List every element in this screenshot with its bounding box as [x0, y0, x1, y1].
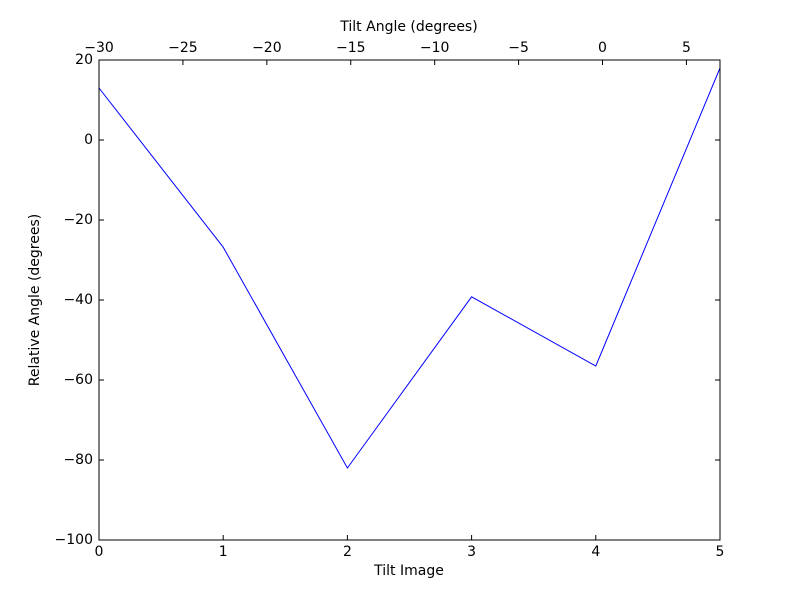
x-tick-label: 0 — [95, 544, 104, 560]
y-tick-label: −100 — [55, 532, 93, 548]
y-tick-label: −40 — [63, 292, 93, 308]
y-tick-label: −20 — [63, 212, 93, 228]
top-tick-label: −30 — [84, 40, 114, 56]
x-axis-label: Tilt Image — [373, 563, 444, 579]
y-tick-label: −80 — [63, 452, 93, 468]
top-tick-label: −25 — [168, 40, 198, 56]
top-tick-label: −5 — [508, 40, 529, 56]
top-axis-label: Tilt Angle (degrees) — [339, 19, 477, 35]
y-tick-label: −60 — [63, 372, 93, 388]
y-axis-label: Relative Angle (degrees) — [27, 214, 43, 386]
top-tick-label: 5 — [682, 40, 691, 56]
y-tick-label: 0 — [84, 132, 93, 148]
x-tick-label: 4 — [591, 544, 600, 560]
x-tick-label: 2 — [343, 544, 352, 560]
plot-frame — [98, 59, 721, 541]
x-tick-label: 3 — [467, 544, 476, 560]
top-tick-label: −15 — [336, 40, 366, 56]
x-tick-label: 5 — [716, 544, 725, 560]
top-tick-label: −20 — [252, 40, 282, 56]
data-line — [98, 67, 721, 469]
x-tick-label: 1 — [219, 544, 228, 560]
top-tick-label: 0 — [598, 40, 607, 56]
y-tick-label: 20 — [75, 52, 93, 68]
top-tick-label: −10 — [420, 40, 450, 56]
